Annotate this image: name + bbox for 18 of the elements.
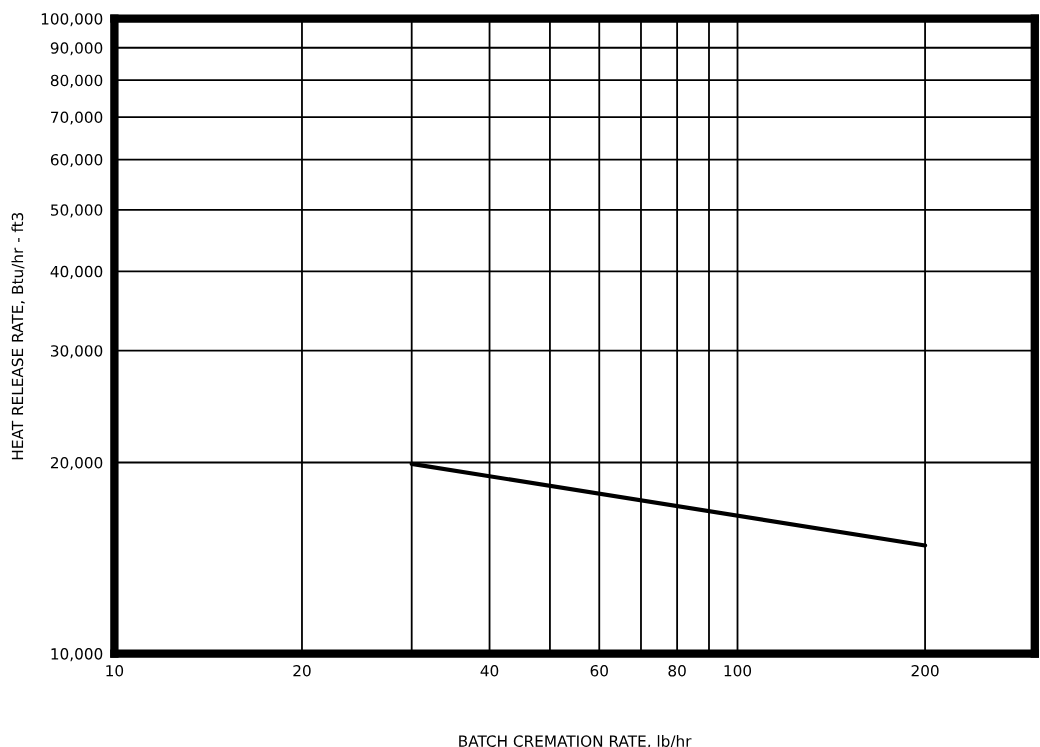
x-tick-label: 100 <box>724 665 752 677</box>
y-tick-label: 30,000 <box>51 345 103 359</box>
y-tick-label: 10,000 <box>51 648 103 662</box>
y-tick-label: 20,000 <box>50 456 103 471</box>
x-tick-label: 10 <box>106 665 124 677</box>
x-tick-label: 60 <box>590 665 608 677</box>
y-tick-label: 40,000 <box>50 265 103 279</box>
y-tick-label: 80,000 <box>50 74 103 88</box>
x-tick-label: 200 <box>911 665 939 677</box>
y-axis-title: HEAT RELEASE RATE, Btu/hr - ft3 <box>11 212 25 460</box>
y-tick-label: 70,000 <box>51 111 103 125</box>
x-tick-label: 20 <box>293 665 311 677</box>
x-tick-label: 80 <box>668 665 686 677</box>
x-tick-label: 40 <box>480 665 499 677</box>
y-tick-label: 50,000 <box>51 204 103 218</box>
y-tick-label: 90,000 <box>50 42 103 56</box>
y-tick-label: 100,000 <box>41 13 103 27</box>
y-tick-label: 60,000 <box>50 154 103 168</box>
